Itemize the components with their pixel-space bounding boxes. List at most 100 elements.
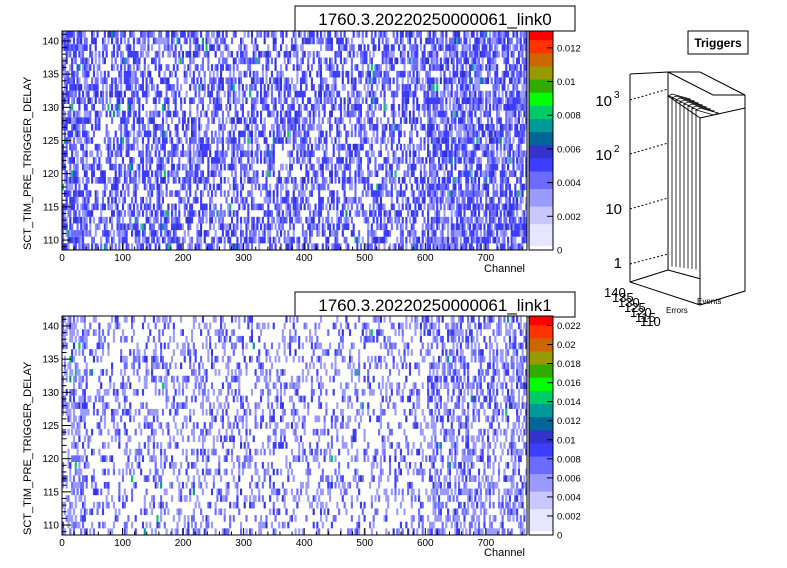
heatmap-cell xyxy=(279,230,283,237)
heatmap-cell xyxy=(289,157,292,164)
heatmap-cell xyxy=(321,117,324,124)
heatmap-cell xyxy=(383,210,386,217)
heatmap-cell xyxy=(281,210,284,217)
heatmap-cell xyxy=(156,177,159,184)
heatmap-cell xyxy=(463,117,466,124)
heatmap-cell xyxy=(272,130,275,138)
heatmap-cell xyxy=(176,77,179,85)
heatmap-cell xyxy=(176,64,179,71)
heatmap-cell xyxy=(89,150,92,158)
heatmap-cell xyxy=(359,130,363,138)
heatmap-cell xyxy=(241,230,244,237)
heatmap-cell xyxy=(125,137,128,144)
heatmap-cell xyxy=(78,216,81,224)
heatmap-cell xyxy=(472,230,475,237)
heatmap-cell xyxy=(394,90,397,98)
heatmap-cell xyxy=(156,137,159,144)
heatmap-cell xyxy=(169,150,172,158)
heatmap-cell xyxy=(89,97,92,104)
heatmap-cell xyxy=(470,137,473,144)
heatmap-cell xyxy=(221,157,224,164)
heatmap-cell xyxy=(398,70,401,78)
heatmap-cell xyxy=(279,223,283,231)
heatmap-cell xyxy=(161,50,165,58)
heatmap-cell xyxy=(496,203,499,211)
heatmap-cell xyxy=(379,236,382,244)
heatmap-cell xyxy=(419,163,422,171)
heatmap-cell xyxy=(256,143,259,151)
heatmap-cell xyxy=(521,50,524,58)
heatmap-cell xyxy=(468,190,471,197)
heatmap-cell xyxy=(140,196,143,204)
heatmap-cell xyxy=(329,170,332,177)
heatmap-cell xyxy=(452,37,455,45)
heatmap-cell xyxy=(310,150,313,158)
heatmap-cell xyxy=(145,170,148,177)
heatmap-cell xyxy=(174,97,177,104)
heatmap-cell xyxy=(436,64,439,71)
heatmap-cell xyxy=(250,143,254,151)
heatmap-cell xyxy=(481,50,484,58)
heatmap-cell xyxy=(374,190,377,197)
heatmap-cell xyxy=(250,177,254,184)
heatmap-cell xyxy=(383,44,386,51)
heatmap-cell xyxy=(508,117,511,124)
heatmap-cell xyxy=(183,70,186,78)
heatmap-cell xyxy=(465,90,468,98)
heatmap-cell xyxy=(69,183,72,191)
heatmap-cell xyxy=(100,216,103,224)
heatmap-cell xyxy=(289,216,292,224)
heatmap-cell xyxy=(92,37,95,45)
heatmap-cell xyxy=(258,130,261,138)
heatmap-cell xyxy=(479,216,482,224)
heatmap-cell xyxy=(156,183,159,191)
heatmap-cell xyxy=(339,50,343,58)
heatmap-cell xyxy=(279,70,283,78)
heatmap-cell xyxy=(178,236,181,244)
heatmap-cell xyxy=(412,170,415,177)
heatmap-cell xyxy=(410,123,413,131)
heatmap-cell xyxy=(465,203,468,211)
heatmap-cell xyxy=(361,137,364,144)
heatmap-cell xyxy=(91,177,94,184)
heatmap-cell xyxy=(343,196,346,204)
heatmap-cell xyxy=(196,236,199,244)
heatmap-cell xyxy=(192,170,195,177)
heatmap-cell xyxy=(419,157,422,164)
heatmap-cell xyxy=(145,236,148,244)
heatmap-cell xyxy=(472,84,475,91)
heatmap-cell xyxy=(303,157,306,164)
heatmap-cell xyxy=(116,90,119,98)
heatmap-cell xyxy=(432,97,435,104)
heatmap-cell xyxy=(69,190,72,197)
heatmap-cell xyxy=(263,150,266,158)
heatmap-cell xyxy=(456,223,459,231)
heatmap-cell xyxy=(298,190,301,197)
heatmap-cell xyxy=(163,143,166,151)
heatmap-cell xyxy=(301,137,304,144)
heatmap-cell xyxy=(283,177,286,184)
heatmap-cell xyxy=(205,123,208,131)
heatmap-cell xyxy=(492,64,495,71)
heatmap-cell xyxy=(227,190,230,197)
heatmap-cell xyxy=(138,97,141,104)
heatmap-cell xyxy=(209,216,212,224)
heatmap-cell xyxy=(243,203,246,211)
heatmap-cell xyxy=(447,196,450,204)
heatmap-cell xyxy=(111,223,114,231)
heatmap-cell xyxy=(514,196,517,204)
heatmap-cell xyxy=(240,37,243,45)
heatmap-cell xyxy=(85,216,88,224)
heatmap-cell xyxy=(138,57,141,65)
heatmap-cell xyxy=(267,230,270,237)
heatmap-cell xyxy=(394,157,397,164)
heatmap-cell xyxy=(457,210,461,217)
heatmap-cell xyxy=(321,130,324,138)
heatmap-cell xyxy=(485,50,488,58)
heatmap-cell xyxy=(503,230,506,237)
heatmap-cell xyxy=(407,50,410,58)
heatmap-cell xyxy=(370,110,373,118)
heatmap-cell xyxy=(118,143,121,151)
heatmap-cell xyxy=(230,117,234,124)
heatmap-cell xyxy=(405,196,408,204)
